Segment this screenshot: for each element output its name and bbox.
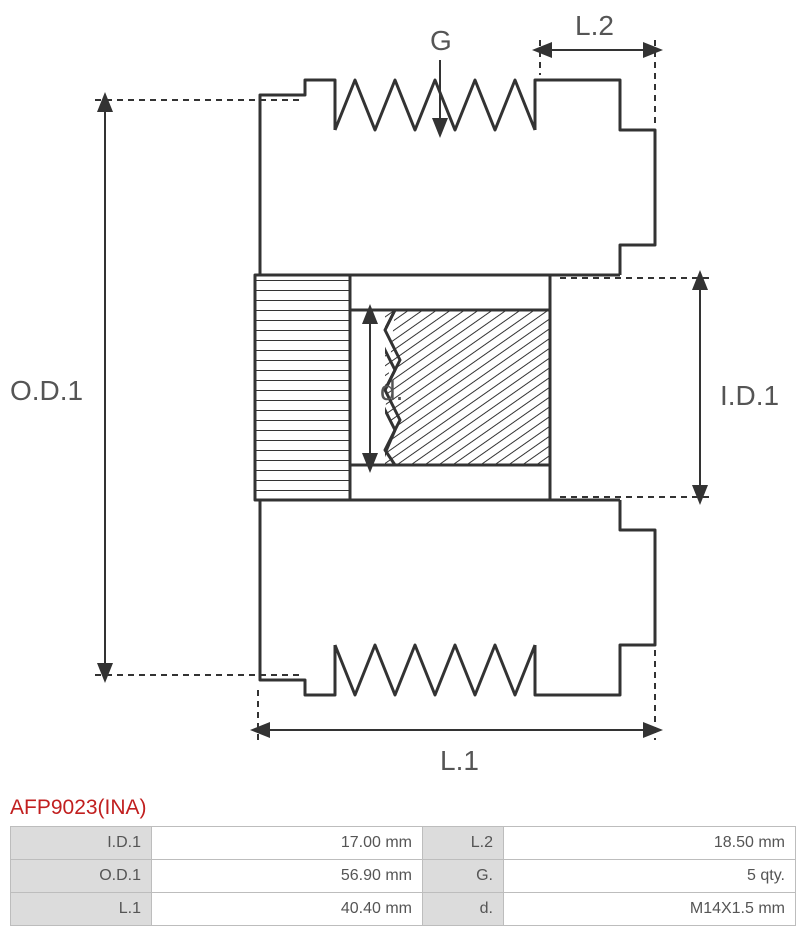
spec-label: d.: [423, 893, 504, 926]
spec-label: L.1: [11, 893, 152, 926]
spec-table: I.D.117.00 mmL.218.50 mmO.D.156.90 mmG.5…: [10, 826, 796, 926]
spec-value: 40.40 mm: [152, 893, 423, 926]
technical-diagram: O.D.1 I.D.1 d. L.1 L.2 G: [0, 0, 796, 790]
label-id1: I.D.1: [720, 380, 779, 411]
spec-value: M14X1.5 mm: [504, 893, 796, 926]
table-row: O.D.156.90 mmG.5 qty.: [11, 860, 796, 893]
label-l2: L.2: [575, 10, 614, 41]
table-row: I.D.117.00 mmL.218.50 mm: [11, 827, 796, 860]
spec-value: 56.90 mm: [152, 860, 423, 893]
label-g: G: [430, 25, 452, 56]
spec-label: G.: [423, 860, 504, 893]
part-title: AFP9023(INA): [10, 796, 796, 820]
table-row: L.140.40 mmd.M14X1.5 mm: [11, 893, 796, 926]
diagram-svg: O.D.1 I.D.1 d. L.1 L.2 G: [0, 0, 796, 790]
spec-value: 18.50 mm: [504, 827, 796, 860]
spec-label: O.D.1: [11, 860, 152, 893]
label-od1: O.D.1: [10, 375, 83, 406]
spec-label: L.2: [423, 827, 504, 860]
spec-value: 17.00 mm: [152, 827, 423, 860]
spec-value: 5 qty.: [504, 860, 796, 893]
label-l1: L.1: [440, 745, 479, 776]
spec-label: I.D.1: [11, 827, 152, 860]
label-d: d.: [380, 375, 403, 406]
